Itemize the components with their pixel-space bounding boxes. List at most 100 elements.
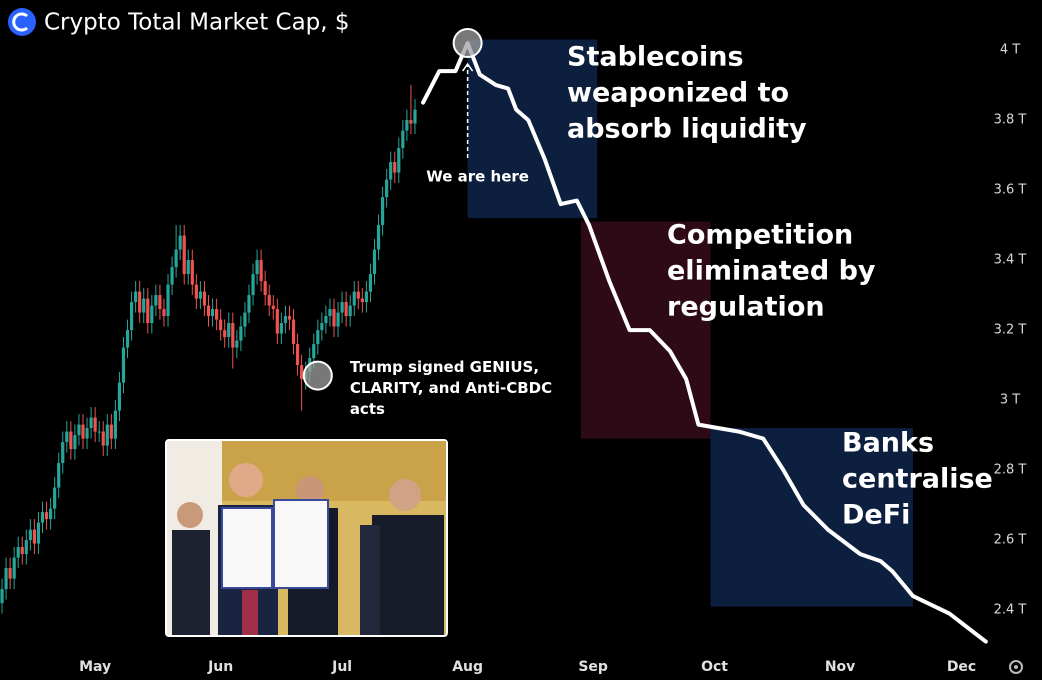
candle-body (352, 291, 356, 306)
candle-body (8, 568, 12, 579)
candle-body (85, 428, 89, 439)
zone-label: regulation (667, 292, 825, 323)
candle-body (291, 319, 296, 345)
candle-body (166, 284, 170, 317)
candle-body (16, 547, 20, 558)
candle-body (117, 382, 122, 411)
y-tick-label: 3.6 T (994, 183, 1027, 198)
zone-label: Stablecoins (567, 42, 744, 73)
x-tick-label: Dec (947, 659, 976, 675)
candle-body (376, 225, 381, 250)
candle-body (105, 424, 109, 446)
candle-body (251, 274, 255, 296)
candle-body (368, 274, 373, 292)
candle-body (121, 347, 126, 383)
candle-body (194, 284, 198, 299)
candle-body (57, 463, 61, 488)
candle-body (332, 309, 336, 327)
candle-body (259, 260, 263, 282)
x-tick-label: May (79, 659, 111, 675)
candle-body (170, 267, 174, 285)
x-tick-label: Sep (578, 659, 608, 675)
candle-body (182, 235, 186, 275)
candle-body (312, 344, 316, 359)
candle-body (150, 305, 154, 324)
candle-body (300, 365, 304, 380)
candle-body (405, 120, 409, 131)
candle-body (138, 291, 142, 313)
y-tick-label: 3.8 T (994, 113, 1027, 128)
candle-body (109, 424, 113, 439)
candle-body (283, 316, 288, 324)
candle-body (49, 508, 53, 520)
candle-body (219, 319, 223, 331)
zone-label: DeFi (842, 500, 910, 531)
candle-body (247, 295, 251, 313)
candle-body (413, 109, 417, 124)
chart-title: Crypto Total Market Cap, $ (44, 10, 350, 36)
annotation-text: We are here (426, 168, 529, 186)
x-tick-label: Nov (825, 659, 855, 675)
candle-body (364, 291, 368, 303)
candle-body (389, 162, 393, 180)
y-tick-label: 2.8 T (994, 463, 1027, 478)
candle-body (162, 309, 166, 317)
annotation-text: Trump signed GENIUS, (350, 358, 539, 376)
zone-label: absorb liquidity (567, 114, 807, 145)
annotation-text: acts (350, 400, 385, 418)
settings-icon[interactable] (1009, 660, 1023, 674)
logo-mark (12, 12, 28, 32)
annotations: Stablecoins weaponized to absorb liquidity… (302, 28, 993, 531)
axes: 2.4 T 2.6 T 2.8 T 3 T 3.2 T 3.4 T 3.6 T 3.8 T 4 … (79, 43, 1026, 675)
annotation-arrowhead (462, 62, 474, 72)
candle-body (97, 431, 101, 433)
y-tick-label: 3.4 T (994, 253, 1027, 268)
candle-body (348, 305, 352, 317)
x-tick-label: Aug (452, 659, 483, 675)
candle-body (227, 323, 231, 338)
annotation-marker (452, 28, 483, 59)
candle-body (101, 431, 105, 446)
y-tick-label: 3 T (1000, 393, 1020, 408)
candle-body (24, 540, 28, 555)
candle-body (385, 179, 389, 198)
candle-body (89, 417, 93, 429)
x-tick-label: Oct (701, 659, 728, 675)
candle-body (223, 330, 227, 338)
candle-body (69, 431, 73, 450)
candle-body (235, 340, 239, 348)
candle-body (32, 529, 37, 544)
candle-body (336, 312, 340, 327)
candle-body (328, 309, 332, 317)
projection (421, 41, 988, 644)
zone-label: weaponized to (567, 78, 789, 109)
zone-label: Competition (667, 220, 853, 251)
candle-body (287, 316, 292, 320)
candle-body (134, 291, 138, 303)
candle-body (186, 260, 190, 275)
candle-body (53, 487, 57, 509)
logo (8, 8, 36, 36)
candle-body (93, 417, 97, 432)
candle-body (393, 162, 397, 173)
candle-body (4, 568, 8, 590)
candle-body (61, 442, 65, 464)
candle-body (113, 410, 117, 439)
candle-body (356, 291, 360, 299)
candle-body (401, 130, 405, 149)
candle-body (271, 305, 275, 310)
candle-body (73, 435, 77, 450)
candle-body (36, 522, 41, 544)
candle-body (263, 281, 267, 296)
candle-body (409, 120, 413, 124)
candle-body (360, 298, 364, 303)
candle-body (279, 323, 283, 334)
candle-body (210, 309, 215, 317)
candle-body (125, 330, 130, 348)
y-tick-label: 4 T (1000, 43, 1020, 58)
candle-body (178, 235, 182, 250)
zone-label: eliminated by (667, 256, 876, 287)
photo (165, 439, 448, 637)
candle-body (344, 302, 348, 317)
